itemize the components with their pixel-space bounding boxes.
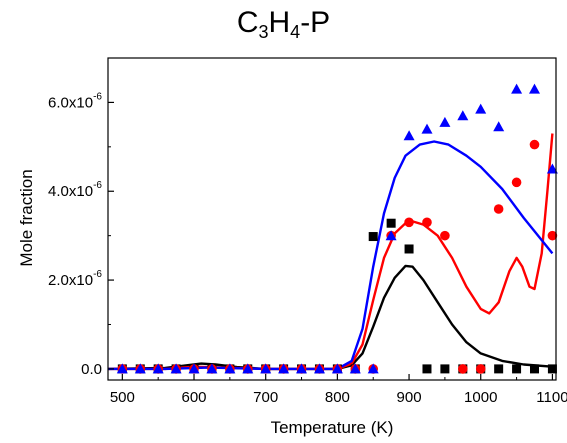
- y-axis-label: Mole fraction: [17, 121, 37, 266]
- y-tick-label-3: 6.0x10-6: [48, 91, 102, 111]
- triangle-marker-5-4: [188, 363, 200, 374]
- x-tick-label-1: 600: [182, 389, 207, 406]
- x-axis: 500 600 700 800 900 1000 1100: [110, 374, 567, 406]
- circle-marker-4-19: [458, 364, 468, 374]
- square-marker-3-24: [547, 364, 557, 374]
- circle-marker-4-20: [475, 364, 486, 374]
- triangle-marker-5-14: [367, 363, 379, 374]
- triangle-marker-5-12: [331, 363, 343, 374]
- triangle-marker-5-21: [493, 121, 505, 132]
- circle-marker-4-17: [422, 217, 432, 228]
- series-line-0: [107, 264, 553, 371]
- triangle-marker-5-6: [224, 363, 236, 374]
- circle-marker-4-24: [547, 230, 558, 241]
- circle-marker-4-16: [404, 217, 414, 228]
- square-marker-3-15: [386, 218, 396, 228]
- triangle-marker-5-16: [403, 130, 415, 141]
- x-tick-label-4: 900: [397, 389, 422, 406]
- x-axis-label: Temperature (K): [270, 418, 394, 437]
- triangle-marker-5-3: [170, 363, 182, 374]
- triangle-marker-5-9: [278, 363, 290, 374]
- y-tick-label-0: 0.0: [81, 361, 102, 378]
- series-line-2: [108, 140, 554, 371]
- y-axis: 0.0 2.0x10-6 4.0x10-6 6.0x10-6: [48, 91, 114, 378]
- triangle-marker-5-24: [546, 163, 558, 174]
- triangle-marker-5-0: [116, 363, 128, 374]
- triangle-marker-5-5: [206, 363, 218, 374]
- square-marker-3-21: [494, 364, 504, 374]
- x-tick-label-6: 1100: [536, 389, 567, 406]
- circle-marker-4-21: [493, 204, 504, 214]
- circle-marker-4-22: [511, 177, 522, 188]
- y-tick-label-1: 2.0x10-6: [48, 269, 102, 289]
- triangle-marker-5-23: [529, 83, 540, 94]
- y-axis-label-text: Mole fraction: [17, 169, 36, 267]
- triangle-marker-5-10: [296, 363, 307, 374]
- triangle-marker-5-17: [421, 123, 433, 134]
- triangle-marker-5-19: [457, 110, 469, 121]
- x-tick-label-3: 800: [325, 389, 350, 406]
- triangle-marker-5-7: [242, 363, 254, 374]
- chart-title: C3H4-P: [236, 6, 331, 42]
- triangle-marker-5-11: [314, 363, 325, 374]
- triangle-marker-5-13: [349, 363, 361, 374]
- series-line-1: [108, 133, 554, 371]
- triangle-marker-5-22: [511, 83, 523, 94]
- square-marker-3-17: [422, 364, 432, 374]
- square-marker-3-14: [368, 232, 378, 242]
- square-marker-3-23: [529, 364, 539, 374]
- square-marker-3-18: [440, 364, 450, 374]
- square-marker-3-22: [512, 364, 522, 374]
- x-tick-label-2: 700: [253, 389, 278, 406]
- plot-frame: [107, 57, 557, 381]
- triangle-marker-5-1: [134, 363, 146, 374]
- x-tick-label-5: 1000: [464, 389, 497, 406]
- triangle-marker-5-2: [152, 363, 164, 374]
- triangle-marker-5-20: [475, 103, 487, 114]
- x-tick-label-0: 500: [110, 389, 135, 406]
- triangle-marker-5-8: [260, 363, 272, 374]
- square-marker-3-16: [404, 244, 414, 254]
- y-tick-label-2: 4.0x10-6: [48, 180, 102, 200]
- circle-marker-4-23: [529, 139, 540, 150]
- chart-marks: [107, 83, 558, 374]
- triangle-marker-5-18: [439, 116, 451, 127]
- triangle-marker-5-15: [385, 230, 397, 241]
- circle-marker-4-18: [440, 230, 450, 241]
